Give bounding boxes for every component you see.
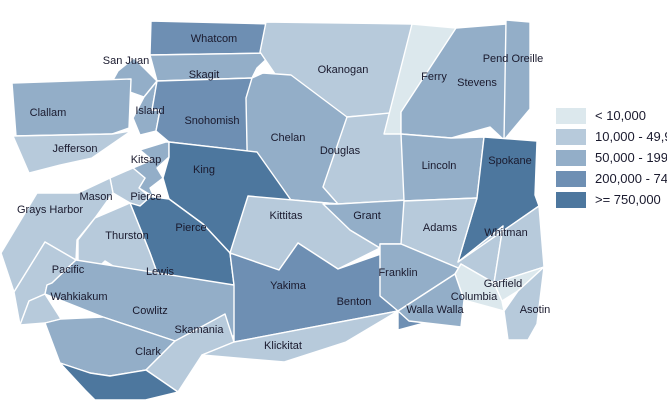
svg-text:Wahkiakum: Wahkiakum <box>50 291 107 303</box>
svg-text:Stevens: Stevens <box>457 77 497 89</box>
svg-text:Mason: Mason <box>79 191 112 203</box>
svg-text:Cowlitz: Cowlitz <box>132 305 167 317</box>
svg-text:Lincoln: Lincoln <box>422 160 457 172</box>
svg-text:Pierce: Pierce <box>130 191 161 203</box>
svg-text:Ferry: Ferry <box>421 71 447 83</box>
svg-text:50,000 - 199,999: 50,000 - 199,999 <box>595 150 667 165</box>
svg-text:Garfield: Garfield <box>484 278 523 290</box>
svg-text:Grays Harbor: Grays Harbor <box>17 204 83 216</box>
svg-text:Adams: Adams <box>423 222 458 234</box>
svg-text:King: King <box>193 164 215 176</box>
svg-text:>= 750,000: >= 750,000 <box>595 192 661 207</box>
svg-text:10,000 - 49,999: 10,000 - 49,999 <box>595 129 667 144</box>
svg-text:Island: Island <box>135 105 164 117</box>
svg-text:Lewis: Lewis <box>146 266 175 278</box>
svg-text:Kittitas: Kittitas <box>269 210 303 222</box>
svg-text:Snohomish: Snohomish <box>184 115 239 127</box>
svg-text:Douglas: Douglas <box>320 145 361 157</box>
svg-text:Whitman: Whitman <box>484 227 527 239</box>
svg-text:Pierce: Pierce <box>175 222 206 234</box>
svg-text:Benton: Benton <box>337 296 372 308</box>
svg-text:Whatcom: Whatcom <box>191 33 237 45</box>
svg-text:Walla Walla: Walla Walla <box>406 304 464 316</box>
svg-text:Yakima: Yakima <box>270 280 307 292</box>
svg-text:Chelan: Chelan <box>271 132 306 144</box>
svg-text:Skamania: Skamania <box>175 324 225 336</box>
svg-text:Okanogan: Okanogan <box>318 64 369 76</box>
svg-text:Klickitat: Klickitat <box>264 340 302 352</box>
svg-text:Skagit: Skagit <box>189 69 220 81</box>
svg-text:Pacific: Pacific <box>52 264 85 276</box>
svg-text:Columbia: Columbia <box>451 291 498 303</box>
svg-text:< 10,000: < 10,000 <box>595 108 646 123</box>
svg-text:Jefferson: Jefferson <box>52 143 97 155</box>
svg-text:Clallam: Clallam <box>30 107 67 119</box>
svg-text:Clark: Clark <box>135 346 161 358</box>
svg-text:Thurston: Thurston <box>105 230 148 242</box>
svg-text:200,000 - 749,999: 200,000 - 749,999 <box>595 171 667 186</box>
svg-text:Kitsap: Kitsap <box>131 154 162 166</box>
svg-text:Pend Oreille: Pend Oreille <box>483 53 544 65</box>
svg-text:Spokane: Spokane <box>488 155 531 167</box>
svg-text:Franklin: Franklin <box>378 267 417 279</box>
svg-text:San Juan: San Juan <box>103 55 149 67</box>
svg-text:Grant: Grant <box>353 210 381 222</box>
svg-text:Asotin: Asotin <box>520 304 551 316</box>
